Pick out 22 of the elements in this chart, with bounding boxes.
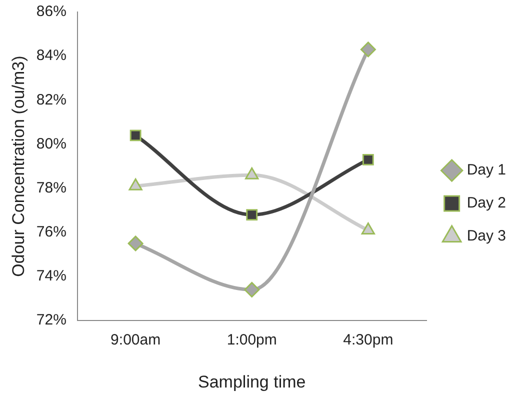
y-tick-label: 76% <box>36 224 66 241</box>
point <box>362 154 374 166</box>
point <box>246 209 258 220</box>
y-axis-title: Odour Concentration (ou/m3) <box>8 56 28 277</box>
y-tick-label: 86% <box>36 3 66 20</box>
x-tick-label: 9:00am <box>110 332 161 349</box>
x-tick-label: 1:00pm <box>226 332 277 349</box>
point <box>128 236 144 252</box>
legend-label: Day 2 <box>466 194 506 212</box>
point <box>244 282 260 298</box>
y-tick-label: 84% <box>36 47 66 64</box>
point <box>130 130 142 142</box>
y-tick-label: 74% <box>36 268 66 285</box>
x-tick-label: 4:30pm <box>343 332 394 349</box>
y-tick-label: 72% <box>36 312 66 329</box>
y-tick-label: 78% <box>36 179 66 196</box>
x-axis-title: Sampling time <box>198 372 306 392</box>
point <box>360 42 376 58</box>
legend-label: Day 3 <box>466 228 506 245</box>
y-tick-label: 82% <box>36 91 66 108</box>
legend-label: Day 1 <box>466 162 506 179</box>
y-tick-label: 80% <box>36 135 66 152</box>
